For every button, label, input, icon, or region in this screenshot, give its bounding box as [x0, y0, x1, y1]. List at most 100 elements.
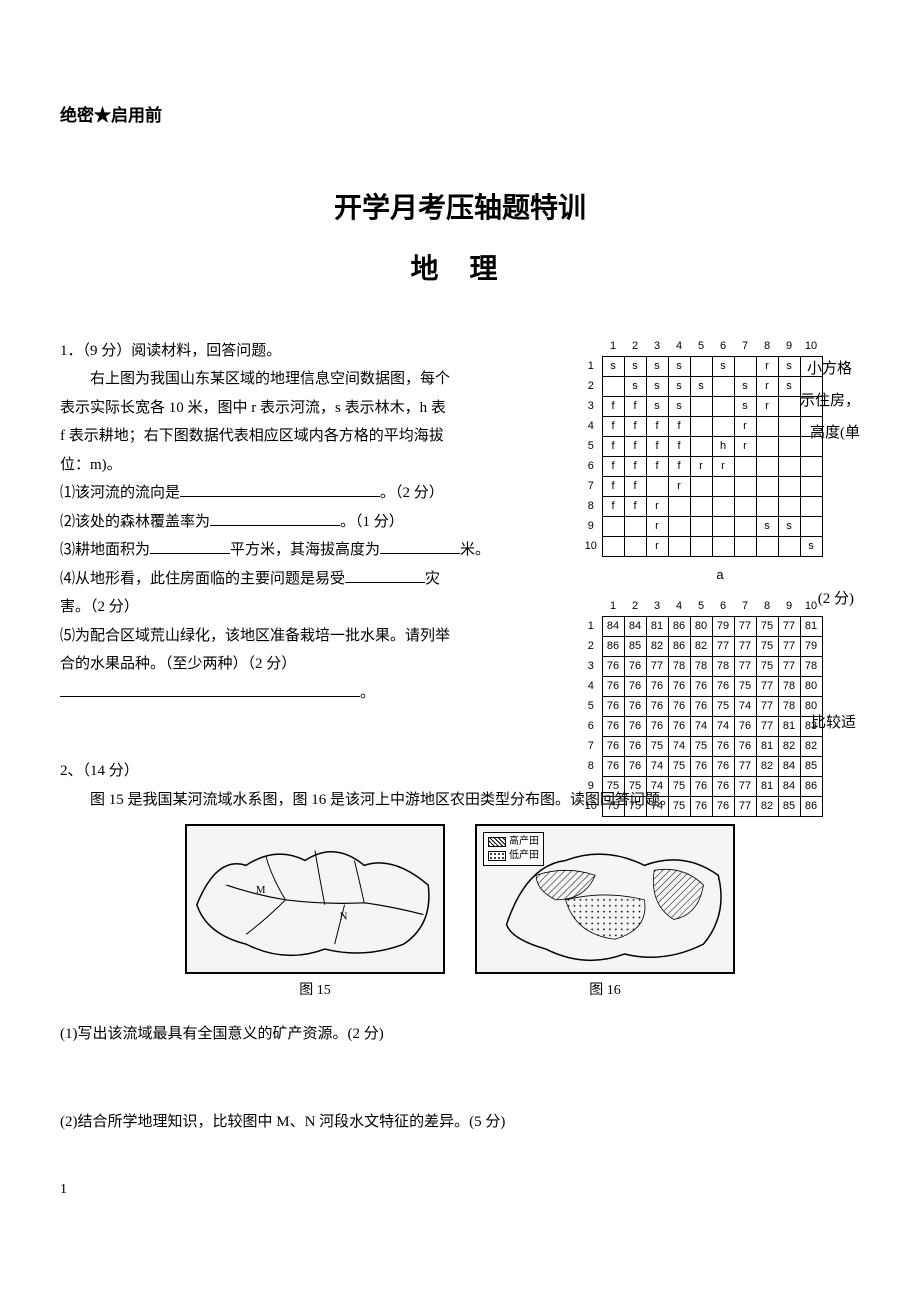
grid-col-header: 3: [646, 597, 668, 617]
grid-row-label: 7: [580, 476, 602, 496]
grid-cell: [778, 536, 800, 556]
grid-cell: [690, 476, 712, 496]
blank-input[interactable]: [60, 682, 360, 697]
q1-intro-line3: f 表示耕地；右下图数据代表相应区域内各方格的平均海拔: [60, 422, 540, 451]
grid-cell: 78: [690, 657, 712, 677]
grid-cell: 76: [690, 697, 712, 717]
q1-sub1-suffix: 。（2 分）: [380, 485, 444, 501]
grid-cell: 81: [756, 737, 778, 757]
title-main: 开学月考压轴题特训: [60, 182, 860, 235]
grid-cell: 77: [646, 657, 668, 677]
grid-cell: [756, 536, 778, 556]
grid-cell: [690, 516, 712, 536]
grid-cell: [756, 436, 778, 456]
grid-cell: 76: [712, 737, 734, 757]
grid-cell: [712, 476, 734, 496]
blank-input[interactable]: [150, 539, 230, 554]
grid-cell: s: [668, 376, 690, 396]
grid-row-label: 1: [580, 617, 602, 637]
q1-sub3: ⑶耕地面积为平方米，其海拔高度为米。: [60, 536, 540, 565]
grid-cell: 78: [778, 697, 800, 717]
grid-row-label: 6: [580, 717, 602, 737]
blank-input[interactable]: [380, 539, 460, 554]
grid-cell: f: [602, 396, 624, 416]
grid-row-label: 2: [580, 637, 602, 657]
grid-cell: 77: [734, 657, 756, 677]
grid-cell: [712, 376, 734, 396]
figure-15-image: M N: [185, 824, 445, 974]
grid-cell: 76: [624, 657, 646, 677]
grid-col-header: 6: [712, 597, 734, 617]
grid-cell: [800, 456, 822, 476]
figure-15-caption: 图 15: [185, 978, 445, 1005]
grid-row-label: 5: [580, 436, 602, 456]
grid-cell: s: [690, 376, 712, 396]
blank-input[interactable]: [210, 511, 340, 526]
grid-cell: 76: [668, 677, 690, 697]
grid-cell: [602, 516, 624, 536]
side-label-3: 高度(单: [810, 419, 860, 448]
blank-input[interactable]: [345, 568, 425, 583]
grid-cell: 77: [778, 637, 800, 657]
grid-cell: 76: [712, 677, 734, 697]
q1-header: 1．（9 分）阅读材料，回答问题。: [60, 337, 540, 366]
grid-row-label: 9: [580, 516, 602, 536]
grid-cell: 75: [756, 617, 778, 637]
figure-16-caption: 图 16: [475, 978, 735, 1005]
grid-cell: f: [668, 416, 690, 436]
grid-row-label: 4: [580, 677, 602, 697]
grid-cell: s: [646, 396, 668, 416]
grid-row-label: 3: [580, 396, 602, 416]
grid-cell: f: [602, 456, 624, 476]
grid-cell: [778, 396, 800, 416]
grid-cell: [734, 516, 756, 536]
side-label-1: 小方格: [807, 355, 852, 384]
grid-cell: 77: [778, 617, 800, 637]
grid-cell: [778, 416, 800, 436]
grid-cell: r: [712, 456, 734, 476]
title-sub: 地 理: [60, 243, 860, 296]
grid-cell: [778, 476, 800, 496]
grid-cell: [690, 496, 712, 516]
grid-cell: 76: [734, 737, 756, 757]
grid-cell: 82: [800, 737, 822, 757]
grid-cell: h: [712, 436, 734, 456]
grid-cell: 76: [624, 697, 646, 717]
grid-cell: [690, 416, 712, 436]
grid-cell: [756, 476, 778, 496]
grid-cell: f: [602, 436, 624, 456]
grid-cell: 86: [668, 617, 690, 637]
side-label-2: 示住房，: [800, 387, 860, 416]
fig16-map-svg: [477, 826, 733, 974]
grid-cell: 75: [734, 677, 756, 697]
grid-cell: [800, 476, 822, 496]
grid-col-header: 7: [734, 597, 756, 617]
q2-points: （14 分）: [83, 763, 139, 779]
q1-sub2-suffix: 。（1 分）: [340, 514, 404, 530]
grid-cell: s: [756, 516, 778, 536]
grid-cell: 76: [646, 677, 668, 697]
grid-row-label: 3: [580, 657, 602, 677]
grid-cell: s: [734, 396, 756, 416]
question-2: 2、（14 分） 图 15 是我国某河流域水系图，图 16 是该河上中游地区农田…: [60, 757, 860, 1137]
grid-cell: [712, 496, 734, 516]
grid-cell: 84: [624, 617, 646, 637]
grid-cell: 86: [668, 637, 690, 657]
grid-cell: [778, 456, 800, 476]
grid-cell: [778, 496, 800, 516]
q2-number: 2、: [60, 763, 83, 779]
grid-cell: f: [624, 436, 646, 456]
grid-cell: 74: [690, 717, 712, 737]
grid-cell: 77: [756, 697, 778, 717]
grid-cell: f: [668, 456, 690, 476]
grid-row-label: 5: [580, 697, 602, 717]
svg-text:N: N: [340, 911, 348, 923]
grid-cell: f: [602, 416, 624, 436]
grid-cell: [756, 416, 778, 436]
grid-cell: 77: [756, 717, 778, 737]
fig15-map-svg: M N: [187, 826, 443, 974]
grid-cell: 76: [624, 737, 646, 757]
grid-cell: f: [646, 416, 668, 436]
grid-row-label: 7: [580, 737, 602, 757]
blank-input[interactable]: [180, 482, 380, 497]
